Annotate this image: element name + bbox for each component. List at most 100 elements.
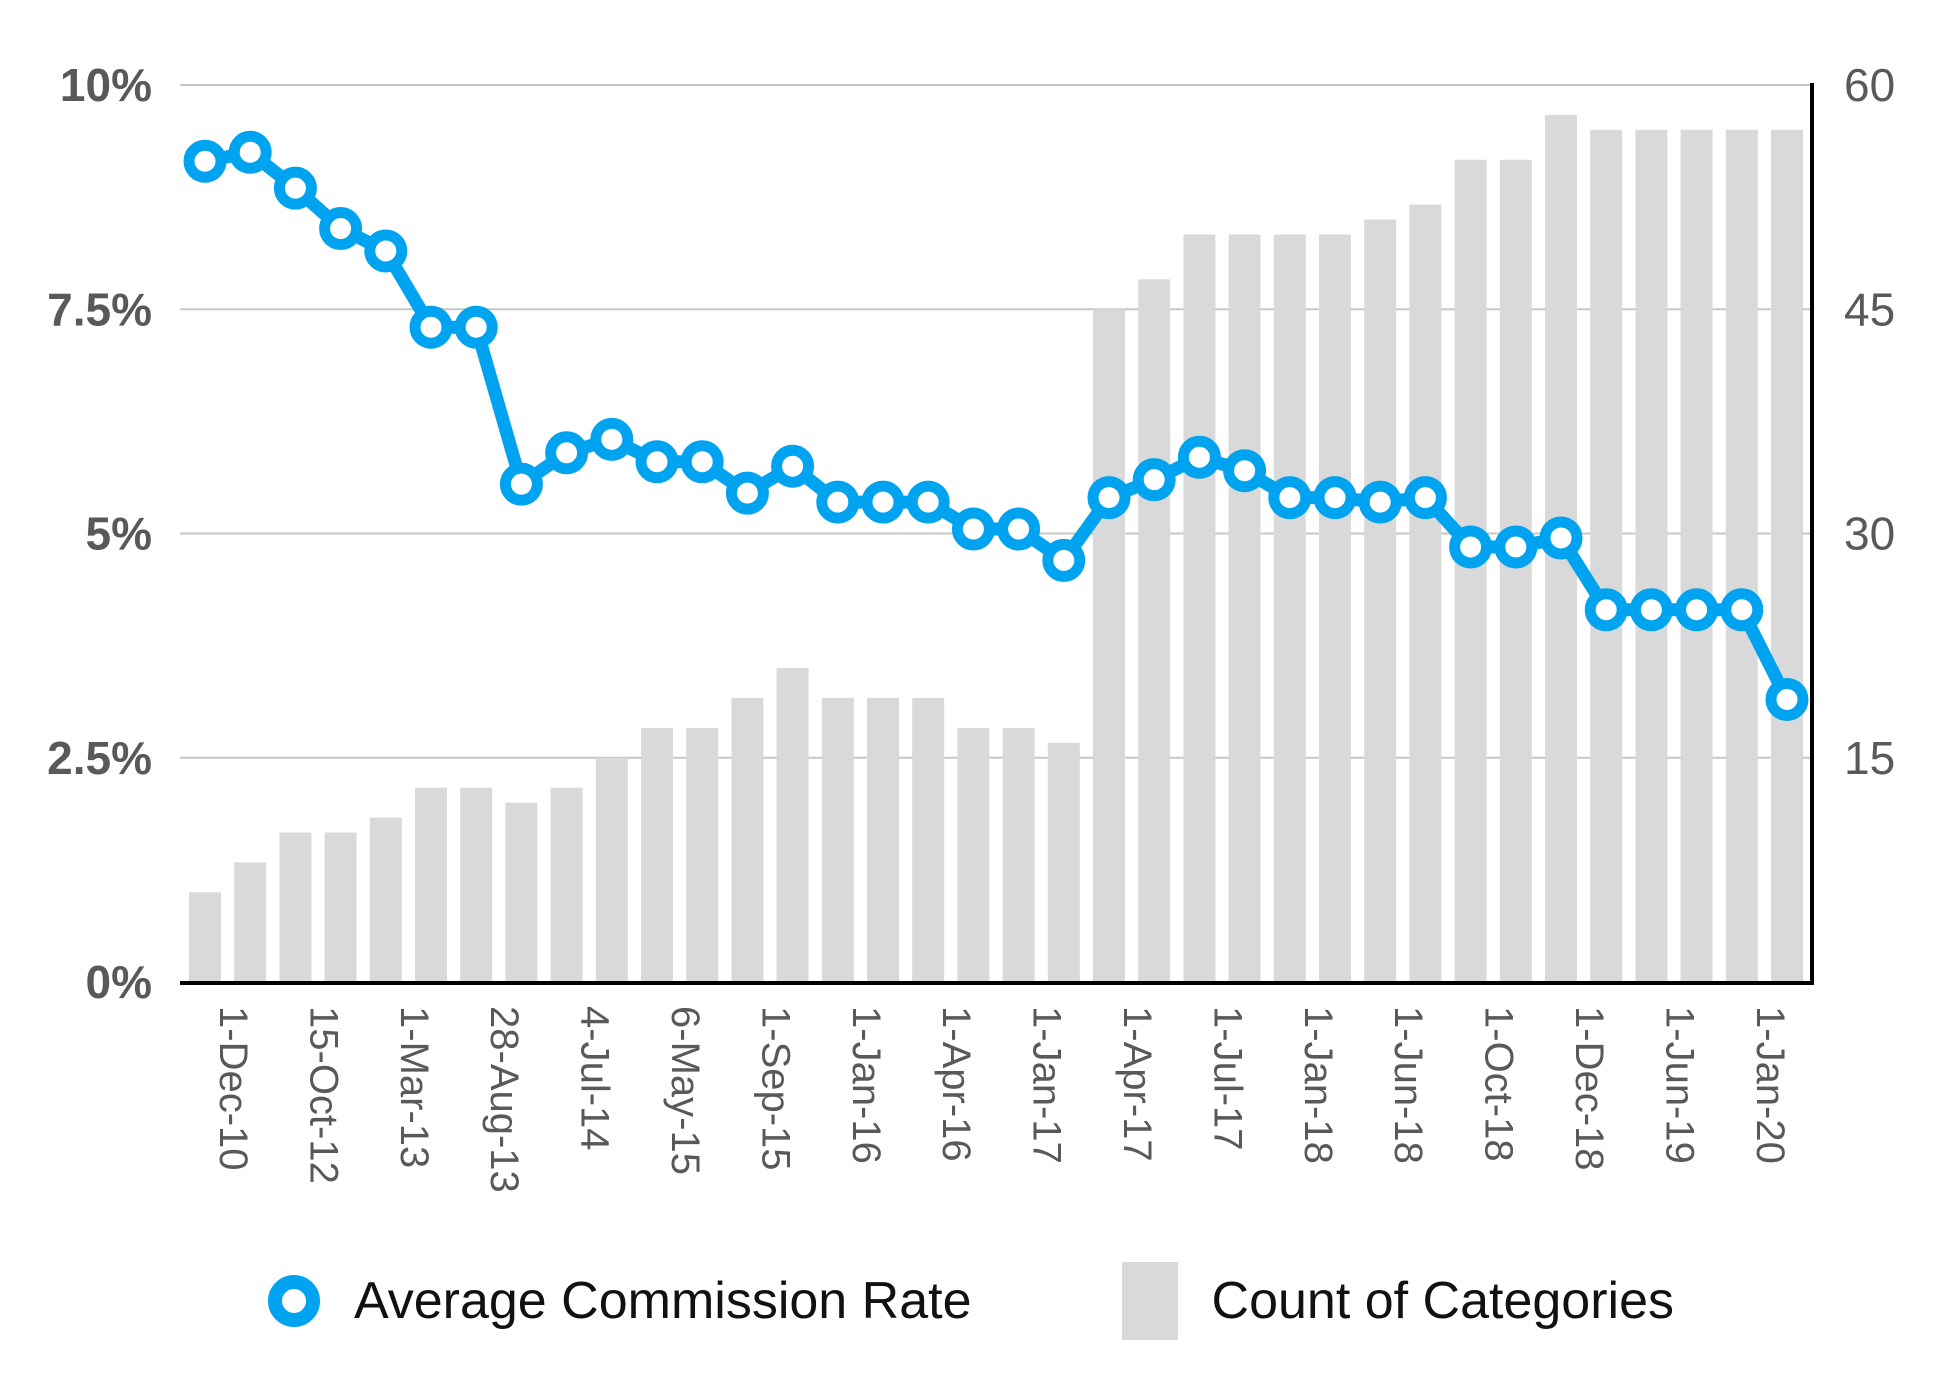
data-point-marker bbox=[1494, 525, 1538, 569]
bar bbox=[505, 802, 538, 983]
data-point-marker bbox=[725, 471, 769, 515]
x-tick-label: 1-Jun-19 bbox=[1657, 1006, 1701, 1164]
bar bbox=[1409, 204, 1442, 984]
data-point-marker bbox=[1539, 516, 1583, 560]
x-tick-label: 6-May-15 bbox=[663, 1006, 707, 1175]
y-left-tick-label: 7.5% bbox=[47, 283, 152, 335]
x-tick-label: 15-Oct-12 bbox=[301, 1006, 345, 1184]
bar bbox=[1047, 742, 1080, 983]
data-point-marker bbox=[273, 166, 317, 210]
bar bbox=[641, 727, 673, 983]
x-tick-label: 1-Jun-18 bbox=[1386, 1006, 1430, 1164]
bar bbox=[415, 787, 447, 983]
bar bbox=[1590, 129, 1623, 984]
x-tick-label: 1-Dec-18 bbox=[1567, 1006, 1611, 1171]
data-point-marker bbox=[183, 139, 227, 183]
bar bbox=[1771, 129, 1803, 984]
bar bbox=[1680, 129, 1713, 984]
data-point-marker bbox=[861, 480, 905, 524]
data-point-marker bbox=[1132, 458, 1176, 502]
data-point-marker bbox=[771, 444, 815, 488]
bar bbox=[686, 727, 719, 983]
data-point-marker bbox=[1313, 476, 1357, 520]
bar bbox=[1228, 234, 1261, 983]
data-point-marker bbox=[499, 462, 543, 506]
bar bbox=[1093, 309, 1125, 983]
bar bbox=[1273, 234, 1306, 983]
data-point-marker bbox=[409, 305, 453, 349]
data-point-marker bbox=[997, 507, 1041, 551]
x-tick-label: 28-Aug-13 bbox=[482, 1006, 526, 1193]
legend-item-commission-rate: Average Commission Rate bbox=[267, 1272, 972, 1330]
data-point-marker bbox=[1675, 588, 1719, 632]
legend-label-commission-rate: Average Commission Rate bbox=[353, 1272, 972, 1330]
data-point-marker bbox=[816, 480, 860, 524]
x-tick-label: 1-Apr-16 bbox=[934, 1006, 978, 1162]
x-tick-label: 1-Mar-13 bbox=[392, 1006, 436, 1168]
x-tick-label: 1-Apr-17 bbox=[1115, 1006, 1159, 1162]
y-right-tick-label: 45 bbox=[1844, 283, 1895, 335]
bar bbox=[1319, 234, 1351, 983]
bar bbox=[1454, 159, 1487, 983]
data-point-marker bbox=[1584, 588, 1628, 632]
data-point-marker bbox=[1358, 480, 1402, 524]
chart-legend: Average Commission Rate Count of Categor… bbox=[0, 1262, 1942, 1340]
bar bbox=[460, 787, 493, 983]
x-tick-label: 1-Jan-17 bbox=[1025, 1006, 1069, 1164]
data-point-marker bbox=[1403, 476, 1447, 520]
data-point-marker bbox=[1720, 588, 1764, 632]
x-tick-label: 1-Sep-15 bbox=[753, 1006, 797, 1171]
x-tick-label: 1-Jan-16 bbox=[844, 1006, 888, 1164]
bar bbox=[1183, 234, 1216, 983]
bar bbox=[279, 832, 312, 983]
data-point-marker bbox=[906, 480, 950, 524]
x-tick-label: 4-Jul-14 bbox=[573, 1006, 617, 1151]
data-point-marker bbox=[1765, 677, 1809, 721]
y-left-tick-label: 0% bbox=[86, 956, 152, 1008]
bar-series-swatch-icon bbox=[1121, 1262, 1178, 1340]
x-tick-label: 1-Dec-10 bbox=[211, 1006, 255, 1171]
data-point-marker bbox=[635, 440, 679, 484]
data-point-marker bbox=[1042, 538, 1086, 582]
y-left-tick-label: 5% bbox=[86, 508, 152, 560]
y-right-tick-label: 60 bbox=[1844, 59, 1895, 111]
data-point-marker bbox=[1177, 435, 1221, 479]
data-point-marker bbox=[590, 417, 634, 461]
data-point-marker bbox=[545, 431, 589, 475]
y-left-tick-label: 10% bbox=[60, 59, 152, 111]
bar bbox=[324, 832, 357, 983]
bar bbox=[234, 862, 267, 983]
x-tick-label: 1-Jan-18 bbox=[1296, 1006, 1340, 1164]
bar bbox=[867, 697, 899, 983]
bar bbox=[731, 697, 764, 983]
bar bbox=[912, 697, 945, 983]
data-point-marker bbox=[951, 507, 995, 551]
bar bbox=[1138, 279, 1171, 984]
data-point-marker bbox=[1449, 525, 1493, 569]
data-point-marker bbox=[228, 130, 272, 174]
bar bbox=[1364, 219, 1397, 984]
bar bbox=[776, 668, 809, 983]
y-right-tick-label: 15 bbox=[1844, 732, 1895, 784]
bar bbox=[1499, 159, 1532, 983]
y-left-tick-label: 2.5% bbox=[47, 732, 152, 784]
x-tick-label: 1-Jul-17 bbox=[1205, 1006, 1249, 1151]
data-point-marker bbox=[1087, 476, 1131, 520]
bar bbox=[189, 892, 221, 983]
x-tick-label: 1-Jan-20 bbox=[1748, 1006, 1792, 1164]
data-point-marker bbox=[1268, 476, 1312, 520]
bar bbox=[1725, 129, 1758, 984]
data-point-marker bbox=[319, 207, 363, 251]
bar bbox=[369, 817, 402, 983]
bar bbox=[595, 757, 628, 983]
legend-label-count-categories: Count of Categories bbox=[1211, 1272, 1675, 1330]
data-point-marker bbox=[1629, 588, 1673, 632]
bar bbox=[550, 787, 583, 983]
y-right-tick-label: 30 bbox=[1844, 508, 1895, 560]
bar bbox=[1002, 727, 1035, 983]
data-point-marker bbox=[454, 305, 498, 349]
x-tick-label: 1-Oct-18 bbox=[1477, 1006, 1521, 1162]
line-series-marker-icon bbox=[267, 1275, 320, 1327]
